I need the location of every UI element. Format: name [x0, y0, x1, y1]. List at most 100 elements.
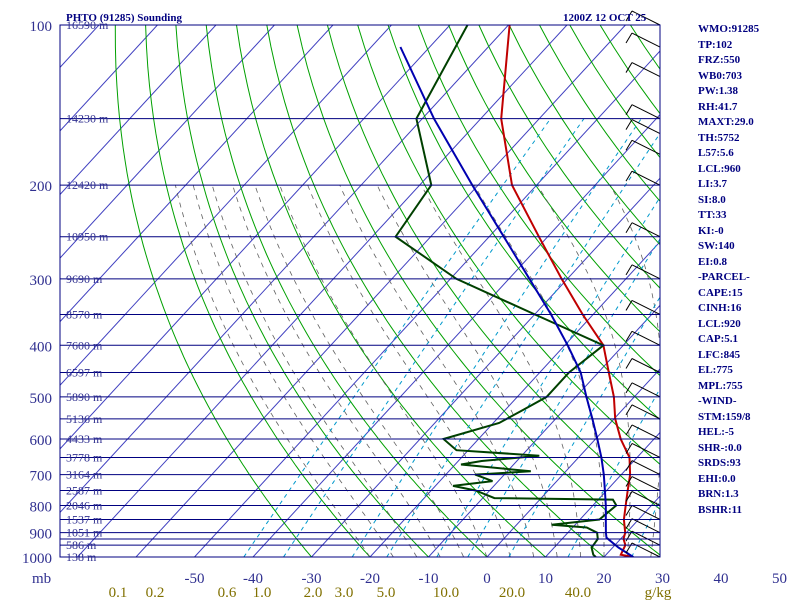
wind-barb-flag — [625, 170, 633, 182]
wind-barb-staff — [631, 119, 661, 135]
plot-frame — [59, 24, 661, 558]
dry-adiabat — [145, 25, 371, 557]
wind-barb-flag — [625, 518, 633, 529]
mixing-ratio-label: 5.0 — [377, 585, 396, 600]
series-temperature-line — [500, 25, 634, 557]
pressure-tick-label: 800 — [30, 499, 53, 515]
index-item: LCL:920 — [698, 317, 741, 330]
mixing-ratio-line — [243, 118, 551, 557]
moist-adiabat — [279, 184, 488, 557]
series-parcel-line — [399, 46, 634, 557]
index-item: STM:159/8 — [698, 410, 751, 423]
moist-adiabat — [610, 184, 660, 557]
mixing-ratio-label: 0.2 — [146, 585, 165, 600]
pressure-tick-label: 1000 — [22, 551, 52, 567]
index-item: CINH:16 — [698, 302, 742, 314]
wind-barb-staff — [631, 62, 661, 78]
wind-barb-flag — [625, 300, 633, 311]
wind-barb-staff — [631, 460, 661, 476]
height-label: 3778 m — [66, 450, 103, 464]
wind-barb-staff — [631, 404, 661, 420]
index-item: MPL:755 — [698, 379, 743, 392]
pressure-tick-label: 700 — [30, 469, 53, 485]
pressure-tick-label: 900 — [30, 527, 53, 543]
mixing-ratio-label: 3.0 — [335, 585, 354, 600]
height-label: 3164 m — [66, 468, 103, 482]
index-item: LCL:960 — [698, 162, 741, 175]
wind-barb-flag — [625, 119, 633, 130]
moist-adiabat — [211, 184, 418, 557]
wind-barb-staff — [631, 443, 661, 458]
pressure-tick-label: 600 — [30, 433, 53, 449]
index-item: TH:5752 — [698, 131, 740, 144]
moist-adiabat — [339, 184, 535, 557]
dry-adiabat — [175, 25, 429, 557]
temperature-tick-label: 10 — [538, 571, 553, 587]
isotherm-line — [60, 25, 392, 386]
temperature-tick-label: -30 — [302, 571, 322, 587]
pressure-tick-label: 100 — [30, 19, 53, 35]
indices-panel: WMO:91285 TP:102 FRZ:550 WB0:703 PW:1.38 RH:4… — [698, 22, 798, 518]
index-item: WB0:703 — [698, 69, 742, 82]
index-item: BSHR:11 — [698, 503, 743, 516]
wind-barb-staff — [631, 505, 661, 520]
mixing-ratio-line — [508, 296, 660, 557]
wind-barb-staff — [631, 476, 661, 491]
isotherm-line — [486, 368, 660, 557]
dry-adiabat — [114, 25, 312, 557]
wind-barb-staff — [631, 222, 661, 238]
wind-barb-flag — [625, 358, 633, 369]
index-item: CAP:5.1 — [698, 333, 739, 345]
index-item: LI:3.7 — [698, 178, 728, 190]
wind-barb-staff — [631, 530, 661, 546]
wind-barb-staff — [631, 139, 661, 155]
mixing-ratio-line — [467, 238, 660, 557]
index-item: SHR-:0.0 — [698, 441, 742, 454]
dry-adiabat — [236, 25, 546, 557]
wind-barb-staff — [631, 382, 661, 398]
height-label: 5136 m — [66, 412, 103, 426]
wind-barb-flag — [625, 382, 633, 394]
wind-barb-flag — [625, 222, 633, 233]
mixing-ratio-label: 10.0 — [433, 585, 459, 600]
index-item: TP:102 — [698, 38, 733, 51]
wind-barb-staff — [631, 358, 661, 373]
height-label: 6597 m — [66, 366, 103, 380]
index-item: HEL:-5 — [698, 426, 735, 438]
index-item: EL:775 — [698, 364, 733, 376]
height-label: 14230 m — [66, 112, 109, 126]
wind-barb-flag — [625, 140, 633, 151]
height-label: 5890 m — [66, 390, 103, 404]
temperature-tick-label: -20 — [360, 571, 380, 587]
index-item: FRZ:550 — [698, 54, 741, 66]
temperature-tick-label: 50 — [772, 571, 787, 587]
chart-title: PHTO (91285) Sounding — [66, 12, 182, 24]
wind-barb-flag — [625, 32, 633, 44]
index-item: SW:140 — [698, 240, 735, 252]
wind-barb-staff — [631, 490, 661, 506]
index-item: BRN:1.3 — [698, 488, 739, 500]
index-item: WMO:91285 — [698, 23, 760, 35]
isotherm-line — [60, 25, 509, 514]
wind-barb-flag — [625, 104, 633, 115]
wind-barb-flag — [625, 264, 633, 276]
index-item: LFC:845 — [698, 348, 741, 361]
series-dewpoint-line — [394, 25, 618, 557]
index-item: CAPE:15 — [698, 286, 743, 299]
index-item: SI:8.0 — [698, 193, 726, 206]
wind-barb-flag — [625, 443, 633, 454]
isotherm-line — [60, 25, 334, 323]
index-item: RH:41.7 — [698, 100, 738, 113]
wind-barb-staff — [631, 299, 661, 315]
wind-barb-staff — [631, 10, 661, 26]
pressure-tick-label: 500 — [30, 391, 53, 407]
wind-barb-flag — [625, 62, 633, 73]
height-label: 2046 m — [66, 498, 103, 512]
isotherm-line — [60, 25, 217, 196]
moist-adiabat — [376, 184, 558, 557]
height-label: 12420 m — [66, 178, 109, 192]
height-label: 16590 m — [66, 18, 109, 32]
dry-adiabat — [326, 25, 660, 510]
isotherm-line — [135, 25, 626, 557]
